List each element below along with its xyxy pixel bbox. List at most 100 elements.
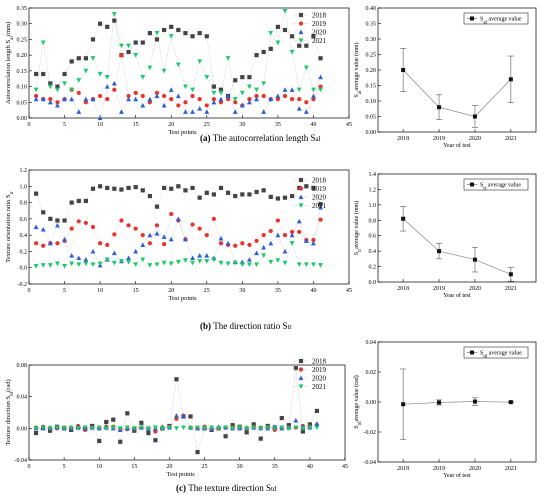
point-2018 [297,43,302,48]
point-2021 [160,426,165,431]
point-2019 [174,416,179,421]
plot-frame [28,7,350,119]
point-2020 [232,109,238,114]
y-tick-label: 1.0 [369,203,377,209]
point-2018 [154,37,160,42]
x-axis-label: Test points [168,129,197,136]
point-2018 [290,193,295,199]
point-2018 [226,190,231,195]
point-2018 [282,27,288,33]
point-2020 [225,93,231,99]
point-2018 [112,186,117,191]
point-2021 [147,263,153,268]
point-2019 [183,100,188,105]
point-2018 [204,190,209,195]
y-tick-label: 0.02 [366,370,377,376]
point-2021 [110,425,116,431]
point-2020 [275,232,281,238]
x-tick-label: 2019 [433,466,445,472]
chart-b-left: -0.2 0.0 0.2 0.4 0.6 0.8 1.0 1.2 0 5 10 15 20 25 30 35 4… [5,168,352,302]
caption-text: The texture direction S [188,483,271,493]
point-2021 [202,426,207,431]
point-2018 [34,191,39,196]
point-2020 [197,106,203,111]
point-2019 [169,97,174,102]
legend-label-main: S [480,17,483,23]
legend-label-suffix: average value [487,351,522,357]
x-tick-label: 10 [96,464,102,470]
legend-box [463,12,529,25]
point-2021 [195,425,200,431]
y-tick-label: 0.30 [17,22,28,28]
y-tick-label: 0.20 [17,53,28,59]
point-2020 [76,109,82,114]
y-tick-label: 1.2 [369,187,377,193]
point-2019 [297,97,302,102]
point-2021 [104,257,110,263]
x-tick-label: 2021 [505,466,517,472]
point-2018 [169,24,174,29]
point-2019 [98,93,103,99]
point-2018 [190,34,195,39]
y-tick-label: 0.2 [20,249,28,255]
mean-point [508,77,513,82]
point-2020 [225,240,231,246]
y-axis-label-main: Autocorrelation length S [5,40,12,105]
caption-sub: td [271,485,277,493]
legend-marker [298,375,304,381]
point-2019 [261,93,266,99]
point-2018 [268,194,273,199]
point-2021 [174,426,179,431]
y-tick-label: 0.04 [17,395,28,401]
point-2021 [258,426,264,431]
point-2021 [40,425,46,431]
y-tick-label: 0.8 [369,218,377,224]
point-2020 [190,255,195,261]
chart-c-left: -0.04 0.00 0.04 0.08 0 5 10 15 20 25 30 35 40 45 Test … [5,358,348,479]
point-2021 [289,241,295,246]
point-2018 [197,31,202,36]
legend-marker [298,21,304,26]
point-2021 [247,262,252,267]
point-2018 [311,185,316,191]
point-2020 [254,96,259,102]
mean-point [401,402,406,407]
point-2018 [140,40,145,45]
point-2020 [83,96,89,102]
legend-label-suffix: average value [487,17,522,23]
y-axis-label-sub: tr [358,248,363,251]
point-2019 [247,97,252,102]
point-2021 [75,426,81,431]
point-2018 [233,193,238,199]
y-tick-label: 1.4 [369,172,377,178]
point-2019 [254,238,259,243]
y-tick-label: 1.0 [20,184,28,190]
point-2020 [154,93,160,99]
x-tick-label: 20 [166,464,172,470]
y-axis-label-main: Texture direction S [5,396,12,446]
point-2018 [34,71,39,77]
point-2021 [119,259,124,264]
x-axis-label: Year of test [443,472,471,479]
point-2021 [138,425,144,431]
point-2019 [48,97,53,102]
point-2018 [254,53,259,58]
point-2021 [83,261,89,267]
point-2019 [311,237,316,243]
legend-label-main: S [480,183,483,189]
point-2020 [126,255,131,261]
y-tick-label: 0.6 [20,217,28,223]
point-2019 [176,103,181,108]
point-2019 [268,228,273,234]
x-tick-label: 25 [202,464,208,470]
y-axis-label-main: S [354,94,360,97]
point-2018 [119,187,124,192]
point-2018 [69,59,74,64]
point-2021 [293,425,299,431]
point-2021 [175,62,181,68]
point-2019 [240,241,245,246]
point-2019 [98,241,103,246]
point-2018 [126,185,131,191]
legend-box [463,346,529,359]
point-2021 [282,260,288,266]
